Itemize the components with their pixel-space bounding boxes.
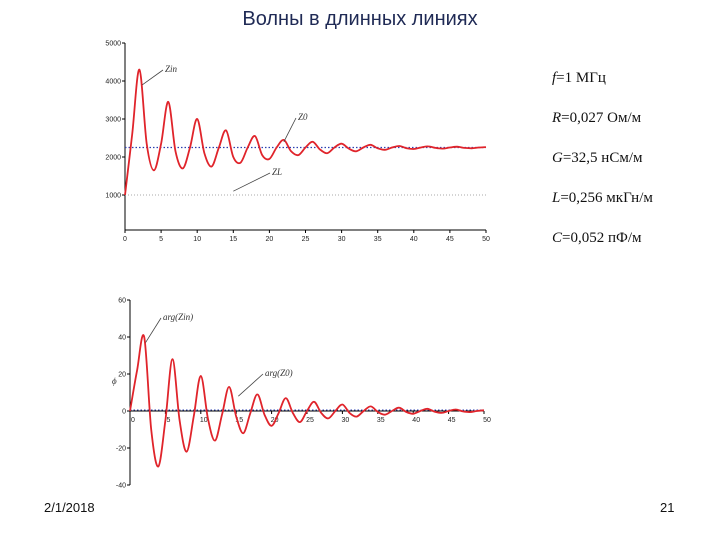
annotation-leader [238,373,264,397]
param-symbol: C [552,230,563,246]
param-resistance: R=0,027 Ом/м [552,110,653,150]
param-value: =32,5 нСм/м [562,150,643,166]
x-tick-label: 45 [446,236,454,243]
y-tick-label: -20 [116,446,126,453]
y-tick-label: 3000 [105,117,121,124]
x-tick-label: 0 [123,236,127,243]
x-tick-label: 50 [483,417,491,424]
x-tick-label: 0 [131,417,135,424]
x-tick-label: 40 [410,236,418,243]
param-symbol: R [552,110,562,126]
x-tick-label: 35 [377,417,385,424]
annotation-leader [233,172,271,192]
param-symbol: L [552,190,561,206]
y-tick-label: 5000 [105,41,121,48]
param-symbol: G [552,150,563,166]
annotation-label: ZL [272,167,282,177]
annotation-leader [145,317,162,343]
annotation-leader [283,117,297,142]
zin-curve [124,68,487,196]
slide-title: Волны в длинных линиях [242,8,478,30]
line-parameters: f=1 МГц R=0,027 Ом/м G=32,5 нСм/м L=0,25… [552,70,653,270]
x-tick-label: 40 [412,417,420,424]
y-tick-label: -40 [116,483,126,490]
param-inductance: L=0,256 мкГн/м [552,190,653,230]
x-tick-label: 30 [338,236,346,243]
y-tick-label: 4000 [105,79,121,86]
x-tick-label: 25 [306,417,314,424]
y-tick-label: 2000 [105,155,121,162]
y-axis-label: ϕ [112,376,117,386]
x-tick-label: 35 [374,236,382,243]
x-tick-label: 45 [448,417,456,424]
impedance-magnitude-chart: 1000 2000 3000 4000 5000 0 5 10 15 20 25 30 35 40 45 50… [105,41,490,244]
annotation-leader [142,69,164,86]
annotation-label: arg(Zin) [163,312,193,322]
x-tick-label: 5 [166,417,170,424]
y-tick-label: 40 [118,335,126,342]
x-tick-label: 5 [159,236,163,243]
param-value: =0,256 мкГн/м [560,190,653,206]
slide-date: 2/1/2018 [44,500,95,515]
y-tick-label: 1000 [105,193,121,200]
annotation-label: Z0 [298,112,308,122]
x-tick-label: 15 [235,417,243,424]
annotation-label: arg(Z0) [265,368,293,378]
param-capacitance: C=0,052 пФ/м [552,230,653,270]
param-value: =0,027 Ом/м [561,110,642,126]
param-conductance: G=32,5 нСм/м [552,150,653,190]
param-value: =1 МГц [556,70,606,86]
param-symbol: f [552,70,557,86]
param-value: =0,052 пФ/м [562,230,642,246]
annotation-label: Zin [165,64,178,74]
y-tick-label: 0 [122,409,126,416]
x-tick-label: 15 [229,236,237,243]
x-tick-label: 10 [193,236,201,243]
y-tick-label: 60 [118,298,126,305]
page-number: 21 [660,500,675,515]
y-tick-label: 20 [118,372,126,379]
x-tick-label: 30 [342,417,350,424]
x-tick-label: 20 [266,236,274,243]
x-tick-label: 50 [482,236,490,243]
x-tick-label: 10 [200,417,208,424]
x-tick-label: 25 [302,236,310,243]
param-frequency: f=1 МГц [552,70,653,110]
arg-zin-curve [129,334,485,468]
